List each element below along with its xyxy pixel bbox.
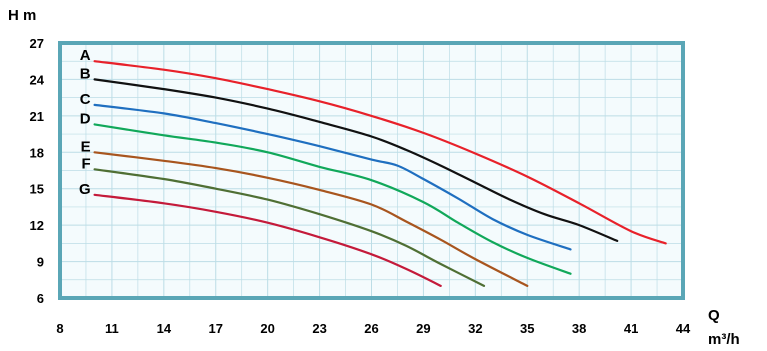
- y-tick-label: 24: [30, 72, 45, 87]
- y-tick-label: 12: [30, 218, 44, 233]
- plot-frame: [58, 41, 685, 300]
- x-axis-unit: m³/h: [708, 331, 740, 348]
- x-tick-label: 17: [209, 321, 223, 336]
- series-line-e: [93, 151, 529, 287]
- series-label-c: C: [80, 91, 91, 108]
- x-tick-label: 38: [572, 321, 586, 336]
- y-axis-title: H m: [8, 7, 36, 24]
- series-line-c: [93, 103, 572, 251]
- y-tick-label: 27: [30, 36, 44, 51]
- series-label-f: F: [81, 155, 90, 172]
- series-label-e: E: [81, 138, 91, 155]
- x-tick-label: 41: [624, 321, 638, 336]
- y-tick-label: 18: [30, 145, 44, 160]
- series-curves: [93, 60, 667, 287]
- series-label-d: D: [80, 110, 91, 127]
- series-line-g: [93, 193, 442, 287]
- series-line-f: [93, 168, 486, 287]
- x-tick-label: 35: [520, 321, 534, 336]
- x-tick-label: 32: [468, 321, 482, 336]
- series-line-d: [93, 123, 572, 275]
- y-tick-label: 15: [30, 182, 44, 197]
- series-line-a: [93, 60, 667, 245]
- x-axis-title: Q: [708, 307, 720, 324]
- x-tick-label: 11: [105, 321, 119, 336]
- x-tick-label: 14: [157, 321, 172, 336]
- y-tick-label: 6: [37, 291, 44, 306]
- series-line-b: [93, 78, 619, 242]
- x-tick-label: 44: [676, 321, 691, 336]
- x-tick-label: 26: [364, 321, 378, 336]
- y-tick-label: 9: [37, 255, 44, 270]
- series-label-a: A: [80, 47, 91, 64]
- x-tick-label: 29: [416, 321, 430, 336]
- x-tick-label: 23: [312, 321, 326, 336]
- x-tick-label: 8: [56, 321, 63, 336]
- series-label-b: B: [80, 65, 91, 82]
- tick-labels: 8 11 14 17 20 23 26 29 32 35 38 41 44 6 9 12 15 18 21 24 27: [30, 36, 691, 336]
- x-tick-label: 20: [260, 321, 274, 336]
- y-tick-label: 21: [30, 109, 44, 124]
- series-label-g: G: [79, 181, 91, 198]
